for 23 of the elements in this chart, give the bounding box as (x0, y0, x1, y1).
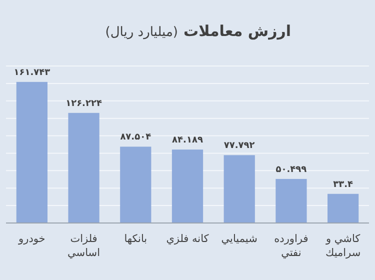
bar (276, 178, 307, 223)
bar (172, 150, 204, 223)
data-label: ۱۶۱.۷۴۳ (14, 68, 51, 78)
data-label: ۳۳.۴ (333, 180, 354, 190)
x-tick-label: كاشي و سراميك (324, 233, 361, 259)
data-label: ۱۲۶.۲۲۴ (66, 98, 102, 109)
x-tick-label: كانه فلزي (166, 233, 209, 245)
bar (68, 112, 100, 223)
bar (328, 194, 359, 223)
x-tick-label: شيميايي (221, 233, 258, 245)
bar (224, 155, 255, 223)
bar (120, 146, 152, 223)
x-tick-label: فراورده نفتي (274, 233, 308, 259)
chart-subtitle: (ميليارد ريال) (105, 25, 178, 40)
bar (16, 82, 48, 223)
chart-title: ارزش معاملات (184, 22, 291, 40)
data-label: ۷۷.۷۹۲ (224, 141, 256, 152)
data-label: ۸۴.۱۸۹ (172, 136, 204, 146)
data-label: ۵۰.۴۹۹ (276, 164, 308, 175)
data-label: ۸۷.۵۰۴ (120, 132, 152, 143)
x-tick-label: بانكها (124, 233, 148, 245)
x-tick-label: فلزات اساسي (68, 233, 100, 259)
x-tick-label: خودرو (18, 233, 46, 245)
